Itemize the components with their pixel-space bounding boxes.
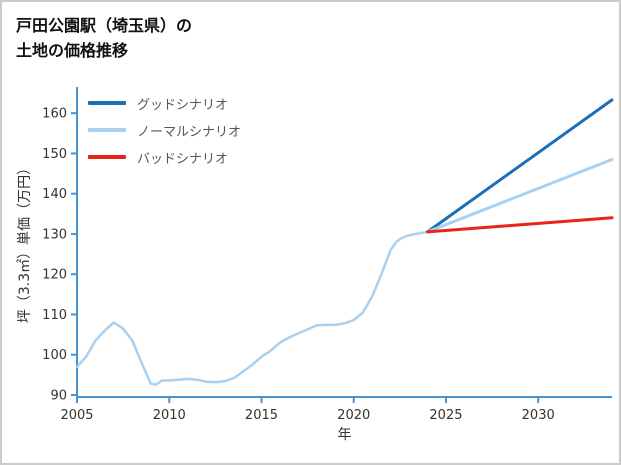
page-title: 戸田公園駅（埼玉県）の 土地の価格推移 xyxy=(16,14,192,64)
legend-label-good-scenario: グッドシナリオ xyxy=(137,97,229,113)
x-tick-label: 2005 xyxy=(60,408,93,423)
legend: グッドシナリオ ノーマルシナリオ バッドシナリオ xyxy=(88,94,241,175)
y-tick-label: 100 xyxy=(42,348,67,363)
x-tick-label: 2025 xyxy=(429,408,462,423)
x-tick-label: 2015 xyxy=(245,408,278,423)
series-line-good xyxy=(426,98,614,234)
legend-swatch-good-scenario xyxy=(88,101,126,105)
y-tick-label: 130 xyxy=(42,227,67,242)
series-line-normal xyxy=(426,158,614,234)
series-line-history xyxy=(75,230,429,386)
legend-swatch-normal-scenario xyxy=(88,128,126,132)
y-tick-label: 140 xyxy=(42,187,67,202)
legend-label-bad-scenario: バッドシナリオ xyxy=(137,151,229,167)
y-tick-label: 90 xyxy=(50,388,67,403)
x-axis-label: 年 xyxy=(338,427,352,443)
y-tick-label: 160 xyxy=(42,107,67,122)
page-title-line2: 土地の価格推移 xyxy=(16,40,129,60)
legend-label-normal-scenario: ノーマルシナリオ xyxy=(137,124,242,140)
x-tick-label: 2030 xyxy=(522,408,555,423)
y-tick-label: 120 xyxy=(42,268,67,283)
legend-item-normal-scenario: ノーマルシナリオ xyxy=(88,121,242,140)
y-tick-label: 110 xyxy=(42,308,67,323)
y-tick-label: 150 xyxy=(42,147,67,162)
y-axis-label: 坪（3.3㎡）単価（万円） xyxy=(17,161,33,323)
legend-item-good-scenario: グッドシナリオ xyxy=(88,94,241,113)
series-line-bad xyxy=(426,216,614,234)
page-title-line1: 戸田公園駅（埼玉県）の xyxy=(16,16,193,35)
legend-swatch-bad-scenario xyxy=(88,155,126,159)
x-tick-label: 2010 xyxy=(153,408,186,423)
x-tick-label: 2020 xyxy=(337,408,370,423)
legend-item-bad-scenario: バッドシナリオ xyxy=(88,148,241,167)
